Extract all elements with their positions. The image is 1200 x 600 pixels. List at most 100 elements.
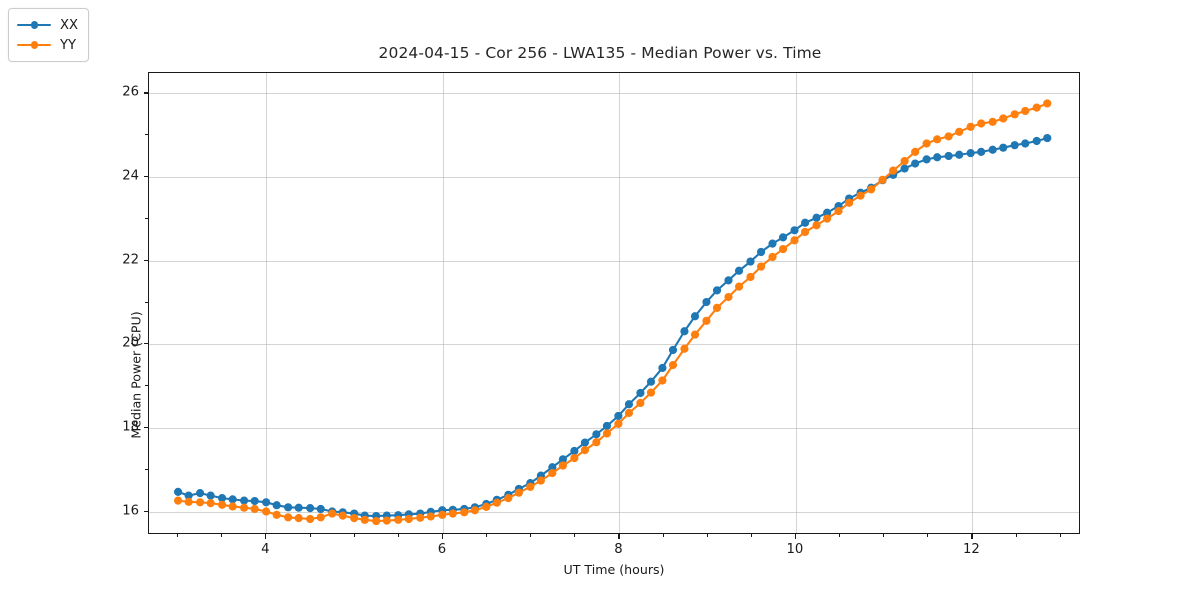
data-point <box>646 377 656 386</box>
data-point <box>580 438 590 447</box>
data-point <box>966 149 975 158</box>
data-point <box>592 438 601 447</box>
data-point <box>284 513 293 522</box>
x-axis-label: UT Time (hours) <box>563 562 665 577</box>
x-axis-minor-tick <box>1059 534 1061 537</box>
data-point <box>504 494 513 503</box>
data-point <box>206 491 215 500</box>
data-point <box>184 497 193 506</box>
y-axis-minor-tick <box>145 301 148 303</box>
data-point <box>999 143 1008 152</box>
data-point <box>184 491 193 500</box>
legend-entry-yy[interactable]: YY <box>17 35 78 55</box>
data-point <box>1032 136 1041 146</box>
x-axis-tick <box>618 534 620 539</box>
data-point <box>602 429 612 438</box>
data-point <box>173 487 183 496</box>
data-point <box>306 504 315 513</box>
gridline-v <box>972 73 974 533</box>
legend-swatch-xx <box>17 18 51 32</box>
data-point <box>955 127 964 136</box>
data-point <box>558 461 567 470</box>
x-axis-minor-tick <box>486 534 488 537</box>
data-point <box>426 512 435 521</box>
legend-entry-xx[interactable]: XX <box>17 15 78 35</box>
data-point <box>680 344 689 353</box>
data-point <box>624 400 634 409</box>
data-point <box>823 214 832 223</box>
data-point <box>438 510 447 519</box>
data-point <box>889 166 898 175</box>
gridline-h <box>149 344 1079 346</box>
data-point <box>900 164 909 173</box>
data-point <box>592 430 601 439</box>
data-point <box>658 363 667 373</box>
data-point <box>228 495 237 504</box>
data-point <box>1043 99 1052 108</box>
legend-swatch-yy <box>17 38 51 52</box>
data-point <box>470 506 479 515</box>
data-point <box>250 496 259 506</box>
data-point <box>272 510 281 519</box>
gridline-h <box>149 511 1079 513</box>
x-axis-tick <box>971 534 973 539</box>
x-axis-tick-label: 12 <box>963 542 980 557</box>
data-point <box>944 132 953 141</box>
series-xx <box>173 133 1052 521</box>
data-point <box>812 221 821 230</box>
y-axis-tick-label: 22 <box>122 252 139 268</box>
data-point <box>988 117 997 126</box>
data-point <box>602 421 612 431</box>
x-axis-minor-tick <box>574 534 576 537</box>
data-point <box>580 446 590 455</box>
gridline-h <box>149 260 1079 262</box>
chart-title: 2024-04-15 - Cor 256 - LWA135 - Median P… <box>378 44 822 62</box>
x-axis-minor-tick <box>883 534 885 537</box>
legend[interactable]: XX YY <box>8 8 90 62</box>
x-axis-minor-tick <box>706 534 708 537</box>
data-point <box>724 276 733 285</box>
series-yy <box>173 99 1052 526</box>
y-axis-tick <box>143 426 148 429</box>
data-point <box>988 145 997 154</box>
data-point <box>702 297 711 307</box>
x-axis-tick <box>441 534 443 539</box>
data-point <box>228 502 237 511</box>
data-point <box>316 504 325 514</box>
y-axis-tick <box>143 510 148 512</box>
data-point <box>778 244 788 254</box>
y-axis-tick-label: 18 <box>122 419 139 435</box>
data-point <box>1021 106 1030 116</box>
y-axis-minor-tick <box>145 385 148 387</box>
data-point <box>636 388 645 398</box>
data-point <box>240 503 249 512</box>
data-point <box>966 122 975 131</box>
data-point <box>514 488 523 497</box>
x-axis-minor-tick <box>177 534 179 537</box>
y-axis-tick-label: 26 <box>122 84 139 100</box>
data-point <box>746 272 755 282</box>
data-point <box>933 135 942 144</box>
data-point <box>482 502 491 511</box>
y-axis-minor-tick <box>145 468 148 470</box>
data-point <box>382 516 391 525</box>
y-axis-label: Median Power (CPU) <box>128 311 144 439</box>
gridline-v <box>266 73 268 533</box>
data-point <box>756 247 766 257</box>
data-point <box>878 175 887 184</box>
data-point <box>944 151 953 161</box>
x-axis-minor-tick <box>221 534 223 537</box>
data-point <box>250 504 259 514</box>
data-point <box>173 496 183 505</box>
data-point <box>316 513 325 522</box>
x-axis-minor-tick <box>353 534 355 537</box>
data-point <box>646 388 656 397</box>
y-axis-tick-label: 16 <box>122 503 139 519</box>
data-point <box>294 514 303 523</box>
data-point <box>240 496 249 505</box>
y-axis-minor-tick <box>145 217 148 219</box>
data-point <box>548 469 557 478</box>
data-point <box>977 147 986 156</box>
x-axis-tick <box>794 534 797 539</box>
